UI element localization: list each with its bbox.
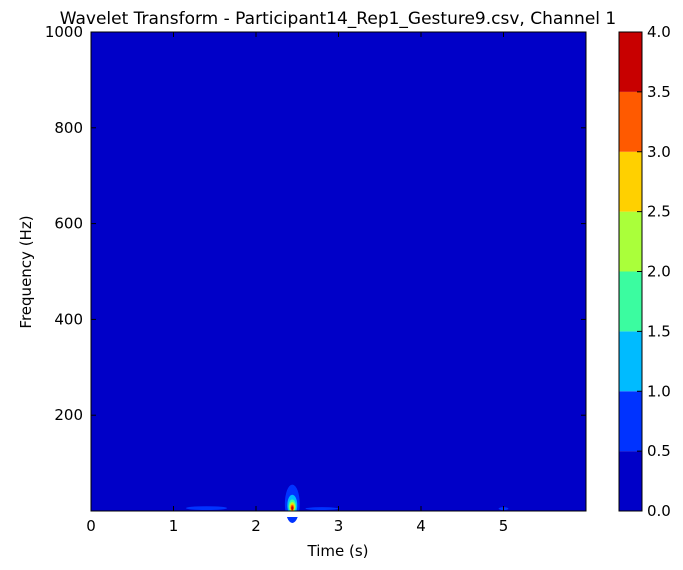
colorbar-band-1 xyxy=(619,391,642,452)
heatmap-hotspot-7 xyxy=(185,506,228,511)
plot-area xyxy=(90,31,587,523)
x-tick-label-5: 5 xyxy=(499,517,509,535)
x-tick-label-4: 4 xyxy=(416,517,426,535)
colorbar-band-5 xyxy=(619,151,642,212)
colorbar-tick-label-2: 1.0 xyxy=(647,382,671,400)
y-tick-label-2: 600 xyxy=(54,215,83,233)
colorbar-tick-label-5: 2.5 xyxy=(647,203,671,221)
colorbar-band-4 xyxy=(619,211,642,272)
colorbar-tick-label-1: 0.5 xyxy=(647,442,671,460)
heatmap-hotspot-6 xyxy=(291,506,294,511)
y-axis: 200 400 600 800 1000 xyxy=(45,23,586,424)
y-axis-label: Frequency (Hz) xyxy=(17,215,35,328)
colorbar-tick-label-3: 1.5 xyxy=(647,322,671,340)
x-axis-label: Time (s) xyxy=(307,542,369,560)
colorbar-tick-label-0: 0.0 xyxy=(647,502,671,520)
colorbar-band-7 xyxy=(619,32,642,92)
x-tick-label-1: 1 xyxy=(169,517,179,535)
y-tick-label-1: 400 xyxy=(54,310,83,328)
heatmap-hotspot-8 xyxy=(305,507,339,511)
x-axis: 0 1 2 3 4 5 xyxy=(86,32,508,535)
plot-bottom-mask xyxy=(90,511,587,517)
y-tick-label-0: 200 xyxy=(54,406,83,424)
heatmap-background xyxy=(91,32,586,511)
x-tick-label-0: 0 xyxy=(86,517,96,535)
colorbar-tick-label-4: 2.0 xyxy=(647,263,671,281)
colorbar-band-2 xyxy=(619,331,642,392)
colorbar-tick-label-8: 4.0 xyxy=(647,23,671,41)
colorbar: 0.0 0.5 1.0 1.5 2.0 2.5 3.0 3.5 4.0 xyxy=(618,23,671,520)
colorbar-tick-label-6: 3.0 xyxy=(647,143,671,161)
y-tick-label-3: 800 xyxy=(54,119,83,137)
colorbar-tick-label-7: 3.5 xyxy=(647,83,671,101)
y-tick-label-4: 1000 xyxy=(45,23,83,41)
chart-title: Wavelet Transform - Participant14_Rep1_G… xyxy=(60,9,616,29)
colorbar-band-3 xyxy=(619,271,642,332)
x-tick-label-3: 3 xyxy=(334,517,344,535)
colorbar-band-0 xyxy=(619,451,642,511)
x-tick-label-2: 2 xyxy=(251,517,261,535)
colorbar-band-6 xyxy=(619,91,642,152)
